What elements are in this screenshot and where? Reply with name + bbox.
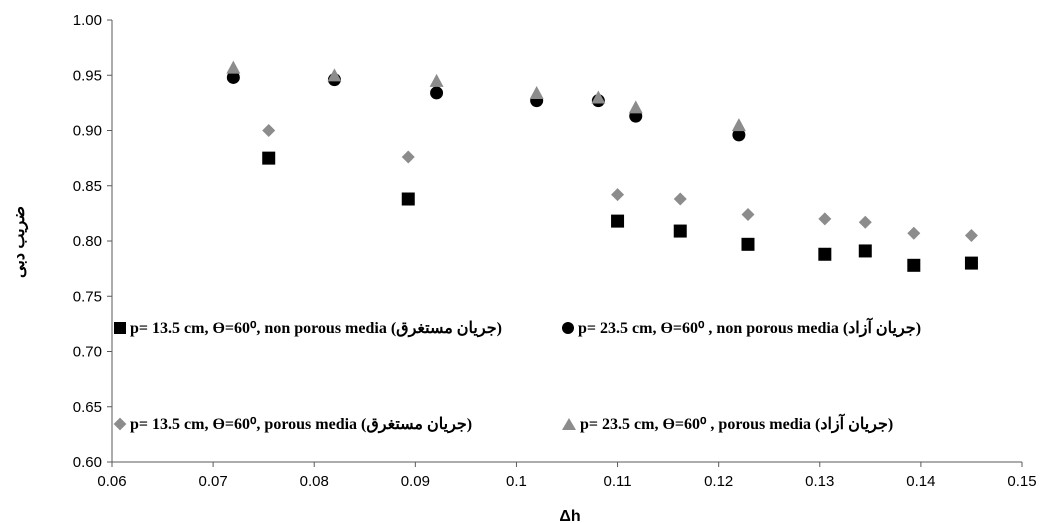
- x-tick-label: 0.09: [401, 473, 430, 490]
- diamond-marker-icon: [113, 417, 127, 431]
- data-point-triangle: [591, 90, 606, 104]
- y-tick-label: 0.65: [73, 399, 102, 416]
- legend-entry-series-2: p= 23.5 cm, Ɵ=60⁰ , non porous media (جر…: [562, 318, 921, 338]
- x-tick-label: 0.07: [199, 473, 228, 490]
- data-point-diamond: [262, 124, 276, 137]
- legend-entry-series-3: p= 13.5 cm, Ɵ=60⁰, porous media (جریان م…: [113, 414, 473, 434]
- data-point-triangle: [529, 86, 544, 100]
- data-point-circle: [226, 70, 240, 84]
- legend-label-series-4: p= 23.5 cm, Ɵ=60⁰ , porous media (جریان …: [580, 416, 894, 433]
- x-tick-label: 0.13: [805, 473, 834, 490]
- data-point-triangle: [327, 68, 342, 82]
- y-tick-label: 0.90: [73, 123, 102, 140]
- data-point-square: [741, 237, 755, 251]
- y-tick-label: 0.95: [73, 67, 102, 84]
- data-point-circle: [732, 128, 746, 142]
- data-point-triangle: [226, 60, 241, 74]
- x-tick-label: 0.15: [1007, 473, 1036, 490]
- y-tick-label: 0.60: [73, 454, 102, 471]
- data-point-square: [401, 192, 415, 206]
- data-point-diamond: [401, 150, 415, 164]
- data-point-square: [262, 151, 276, 165]
- data-point-square: [858, 244, 872, 258]
- triangle-marker-icon: [562, 418, 576, 430]
- legend-label-series-2: p= 23.5 cm, Ɵ=60⁰ , non porous media (جر…: [578, 320, 922, 337]
- x-tick-label: 0.11: [604, 473, 632, 490]
- x-tick-label: 0.08: [300, 473, 329, 490]
- series-2: [226, 70, 746, 142]
- y-tick-label: 0.75: [73, 288, 102, 305]
- data-point-diamond: [673, 192, 687, 206]
- square-marker-icon: [114, 322, 126, 334]
- data-point-square: [964, 256, 978, 270]
- data-point-diamond: [611, 188, 625, 202]
- data-point-triangle: [731, 118, 746, 132]
- x-tick-label: 0.06: [97, 473, 126, 490]
- series-4: [226, 60, 746, 132]
- y-tick-label: 0.85: [73, 178, 102, 195]
- x-axis-title: Δh: [559, 508, 580, 523]
- data-point-diamond: [858, 215, 872, 229]
- y-tick-label: 1.00: [73, 12, 102, 29]
- data-point-square: [673, 224, 687, 238]
- data-point-triangle: [628, 100, 643, 114]
- data-point-square: [818, 247, 832, 261]
- data-point-diamond: [964, 228, 978, 242]
- y-axis-title: ضریب دبی: [11, 206, 29, 278]
- data-point-triangle: [429, 73, 444, 87]
- circle-marker-icon: [562, 322, 574, 334]
- series-3: [262, 124, 978, 242]
- y-tick-label: 0.80: [73, 233, 102, 250]
- x-tick-label: 0.12: [704, 473, 733, 490]
- legend-label-series-1: p= 13.5 cm, Ɵ=60⁰, non porous media (جری…: [130, 320, 502, 337]
- x-tick-label: 0.14: [906, 473, 935, 490]
- x-tick-label: 0.1: [506, 473, 527, 490]
- data-point-square: [611, 214, 625, 228]
- legend-entry-series-4: p= 23.5 cm, Ɵ=60⁰ , porous media (جریان …: [562, 414, 893, 434]
- data-point-diamond: [741, 207, 755, 221]
- data-point-square: [907, 258, 921, 272]
- data-point-circle: [430, 86, 444, 100]
- legend-entry-series-1: p= 13.5 cm, Ɵ=60⁰, non porous media (جری…: [114, 318, 502, 338]
- y-tick-label: 0.70: [73, 344, 102, 361]
- series-1: [262, 151, 978, 272]
- legend-label-series-3: p= 13.5 cm, Ɵ=60⁰, porous media (جریان م…: [130, 416, 473, 433]
- data-point-diamond: [818, 212, 832, 226]
- data-point-diamond: [907, 226, 921, 240]
